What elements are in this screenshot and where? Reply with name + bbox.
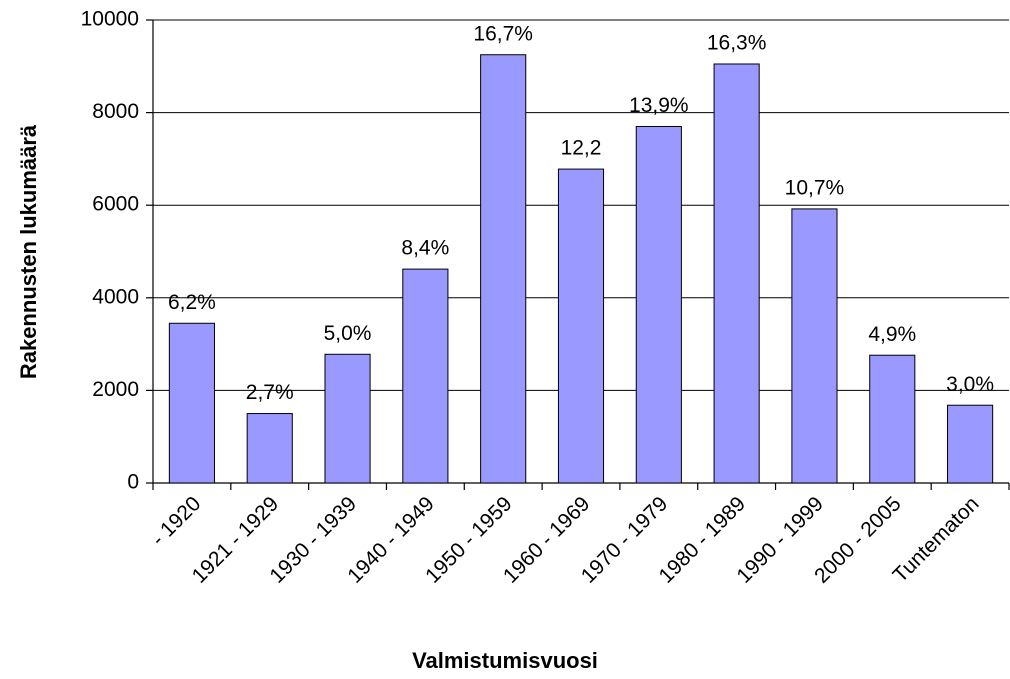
bar — [869, 354, 916, 484]
x-axis-title: Valmistumisvuosi — [412, 648, 598, 673]
bar — [791, 208, 838, 484]
bar — [713, 63, 760, 484]
y-tick-label: 8000 — [92, 100, 139, 123]
bar — [402, 268, 449, 484]
data-label: 13,9% — [629, 94, 689, 117]
bar — [480, 54, 527, 484]
y-tick-label: 0 — [127, 471, 139, 494]
bar — [947, 404, 994, 484]
bar — [324, 353, 371, 484]
data-label: 5,0% — [324, 322, 372, 345]
y-tick-label: 10000 — [81, 8, 139, 31]
data-label: 12,2 — [561, 137, 602, 160]
x-tick-label: - 1920 — [147, 492, 205, 550]
bar — [635, 125, 682, 484]
bar — [246, 413, 293, 484]
y-tick-label: 4000 — [92, 285, 139, 308]
data-label: 6,2% — [168, 291, 216, 314]
data-label: 2,7% — [246, 381, 294, 404]
data-label: 4,9% — [868, 323, 916, 346]
bar — [557, 168, 605, 484]
y-tick-label: 2000 — [92, 378, 139, 401]
bar — [168, 322, 215, 484]
y-tick-label: 6000 — [92, 193, 139, 216]
data-label: 10,7% — [785, 176, 845, 199]
data-label: 16,3% — [707, 32, 767, 55]
y-axis-title: Rakennusten lukumäärä — [16, 124, 41, 379]
data-label: 8,4% — [401, 237, 449, 260]
data-label: 3,0% — [946, 373, 994, 396]
data-label: 16,7% — [473, 22, 533, 45]
